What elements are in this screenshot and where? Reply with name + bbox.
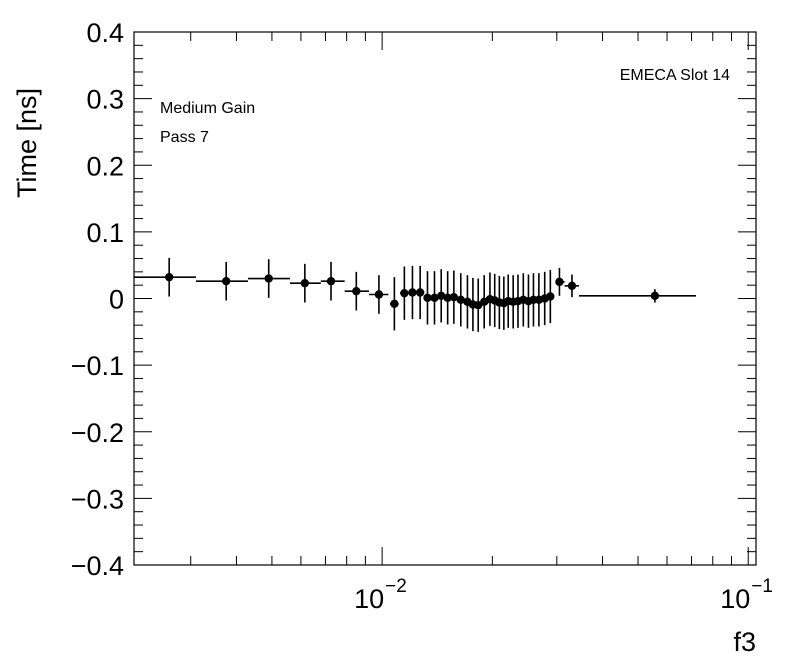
data-point xyxy=(430,271,439,325)
point-marker xyxy=(415,288,425,297)
point-marker xyxy=(567,281,577,291)
y-axis-title: Time [ns] xyxy=(12,88,42,198)
data-point xyxy=(344,271,369,311)
point-marker xyxy=(326,276,336,286)
data-point xyxy=(400,266,409,320)
point-marker xyxy=(408,288,417,297)
y-tick-label: 0.4 xyxy=(86,18,124,48)
data-points xyxy=(134,257,697,332)
data-point xyxy=(247,259,290,298)
y-tick-label: 0 xyxy=(109,285,124,315)
point-marker xyxy=(300,278,310,288)
data-point xyxy=(546,269,555,324)
gain-label: Medium Gain xyxy=(160,100,255,117)
data-point xyxy=(443,271,452,325)
point-marker xyxy=(555,277,564,287)
data-point xyxy=(289,263,321,303)
point-marker xyxy=(374,290,384,299)
x-tick-label: 10 −2 xyxy=(354,576,407,614)
data-point xyxy=(195,261,248,301)
y-tick-label: −0.3 xyxy=(71,484,124,514)
x-tick-base: 10 xyxy=(720,584,750,614)
x-tick-base: 10 xyxy=(354,584,384,614)
point-marker xyxy=(221,276,231,286)
plot-frame xyxy=(133,31,757,566)
data-point xyxy=(579,289,697,303)
point-marker xyxy=(430,293,439,303)
point-marker xyxy=(650,291,660,301)
y-tick-label: 0.3 xyxy=(86,85,124,115)
y-tick-label: −0.4 xyxy=(71,551,124,581)
x-tick-label: 10 −1 xyxy=(720,576,773,614)
point-marker xyxy=(443,293,452,303)
y-tick-label: 0.2 xyxy=(86,151,124,181)
y-tick-label: −0.1 xyxy=(71,351,124,381)
data-point xyxy=(134,257,196,297)
data-point xyxy=(564,274,580,298)
point-marker xyxy=(546,292,555,301)
y-tick-labels: 0.4 0.3 0.2 0.1 0 −0.1 −0.2 −0.3 −0.4 xyxy=(71,18,124,581)
point-marker xyxy=(456,295,465,305)
data-point xyxy=(456,273,465,327)
x-tick-exponent: −1 xyxy=(751,576,773,597)
data-point xyxy=(320,261,345,301)
data-point xyxy=(437,269,446,323)
data-point xyxy=(449,270,459,324)
point-marker xyxy=(164,272,174,282)
point-marker xyxy=(437,291,446,301)
point-marker xyxy=(449,292,459,302)
y-tick-label: 0.1 xyxy=(86,218,124,248)
data-point xyxy=(389,277,399,331)
x-tick-labels: 10 −2 10 −1 xyxy=(354,576,773,614)
data-point xyxy=(423,271,432,325)
data-point xyxy=(474,278,483,332)
point-marker xyxy=(352,286,361,296)
x-axis-title: f3 xyxy=(733,627,756,657)
data-point xyxy=(555,267,565,296)
data-point xyxy=(368,275,389,314)
slot-label: EMECA Slot 14 xyxy=(620,67,730,84)
point-marker xyxy=(390,299,399,309)
point-marker xyxy=(423,293,432,303)
axis-ticks xyxy=(134,31,756,566)
pass-label: Pass 7 xyxy=(160,129,209,146)
point-marker xyxy=(264,274,273,283)
x-tick-exponent: −2 xyxy=(385,576,407,597)
data-point xyxy=(415,265,425,320)
y-tick-label: −0.2 xyxy=(71,418,124,448)
data-point xyxy=(408,265,417,320)
point-marker xyxy=(400,288,409,298)
